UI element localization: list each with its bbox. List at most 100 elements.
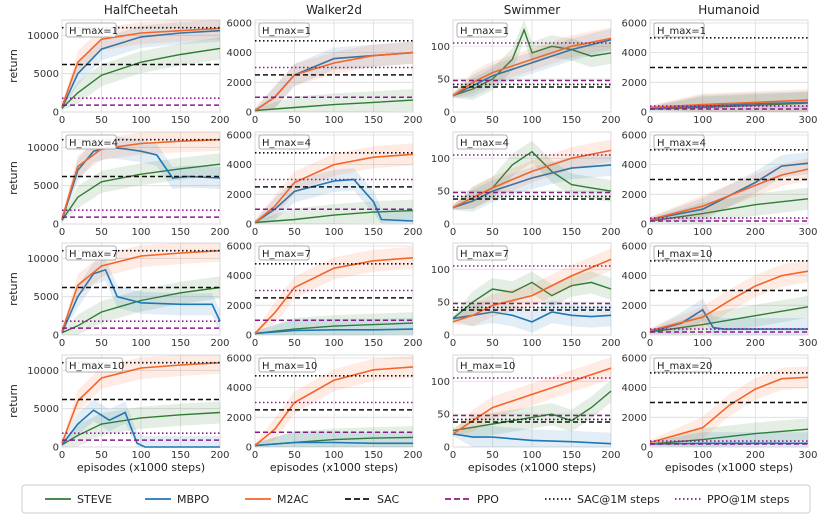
legend-label-mbpo: MBPO	[177, 493, 210, 506]
x-tick-label: 100	[324, 227, 343, 238]
band-mbpo	[62, 258, 220, 335]
y-tick-label: 0	[246, 443, 252, 454]
series-steve	[649, 198, 809, 222]
y-tick-label: 2000	[622, 78, 647, 89]
x-tick-label: 50	[288, 115, 301, 126]
series-m2ac	[61, 249, 221, 332]
y-tick-label: 6000	[622, 241, 647, 252]
hmax-label: H_max=7	[460, 249, 509, 260]
series-mbpo	[254, 441, 413, 447]
hmax-label: H_max=1	[460, 26, 509, 37]
band-m2ac	[650, 89, 808, 112]
x-tick-label: 0	[647, 450, 653, 461]
y-tick-label: 10000	[27, 143, 59, 154]
series-mbpo	[452, 164, 612, 209]
x-tick-label: 50	[95, 115, 108, 126]
y-tick-label: 4000	[622, 271, 647, 282]
band-m2ac	[453, 248, 611, 327]
x-tick-label: 100	[324, 115, 343, 126]
x-tick-label: 200	[746, 338, 765, 349]
x-tick-label: 50	[288, 450, 301, 461]
x-tick-label: 50	[288, 338, 301, 349]
panel-2-0: 0 50 100 150 200 0 5000 10000 return H_max=7	[7, 242, 230, 349]
x-tick-label: 150	[171, 338, 190, 349]
y-tick-label: 50	[437, 410, 450, 421]
band-steve	[62, 276, 220, 335]
y-tick-label: 10000	[27, 31, 59, 42]
y-tick-label: 0	[641, 443, 647, 454]
band-steve	[650, 418, 808, 447]
y-axis-label: return	[7, 384, 20, 418]
x-tick-label: 50	[486, 115, 499, 126]
y-tick-label: 2000	[227, 413, 252, 424]
hmax-box	[653, 134, 705, 150]
hmax-label: H_max=20	[657, 361, 712, 372]
y-tick-label: 0	[53, 220, 59, 231]
y-tick-label: 0	[246, 108, 252, 119]
hmax-box	[258, 245, 310, 261]
x-axis-label: episodes (x1000 steps)	[665, 461, 793, 474]
x-tick-label: 200	[746, 450, 765, 461]
x-tick-label: 100	[693, 115, 712, 126]
x-tick-label: 0	[450, 338, 456, 349]
hmax-label: H_max=4	[69, 138, 118, 149]
x-tick-label: 100	[131, 115, 150, 126]
y-tick-label: 4000	[227, 160, 252, 171]
hmax-box	[258, 134, 310, 150]
band-m2ac	[255, 41, 413, 112]
x-tick-label: 200	[746, 227, 765, 238]
panel-title: Walker2d	[306, 3, 362, 17]
y-tick-label: 6000	[227, 18, 252, 29]
band-steve	[255, 89, 413, 112]
x-tick-label: 200	[210, 450, 229, 461]
y-tick-label: 100	[431, 42, 450, 53]
band-m2ac	[453, 27, 611, 98]
hmax-label: H_max=4	[657, 138, 706, 149]
x-tick-label: 150	[562, 450, 581, 461]
x-tick-label: 200	[210, 227, 229, 238]
x-tick-label: 50	[95, 227, 108, 238]
y-axis-label: return	[7, 161, 20, 195]
hmax-label: H_max=4	[460, 138, 509, 149]
legend-label-m2ac: M2AC	[277, 493, 309, 506]
y-tick-label: 0	[246, 331, 252, 342]
series-m2ac	[254, 51, 414, 112]
y-axis-label: return	[7, 49, 20, 83]
legend: STEVE MBPO M2AC SAC PPO SAC@1M steps PPO@1M st…	[21, 484, 811, 514]
band-steve	[650, 295, 808, 335]
band-mbpo	[255, 41, 413, 112]
x-tick-label: 0	[59, 115, 65, 126]
series-steve	[254, 322, 414, 335]
y-tick-label: 0	[53, 331, 59, 342]
series-m2ac	[452, 367, 612, 435]
y-tick-label: 50	[437, 187, 450, 198]
x-tick-label: 150	[364, 338, 383, 349]
series-mbpo	[649, 442, 808, 445]
x-tick-label: 0	[252, 338, 258, 349]
band-steve	[62, 153, 220, 223]
legend-label-ppo: PPO	[477, 493, 499, 506]
x-tick-label: 200	[601, 115, 620, 126]
x-tick-label: 150	[562, 227, 581, 238]
band-steve	[62, 401, 220, 447]
series-steve	[61, 163, 221, 221]
y-tick-label: 6000	[227, 241, 252, 252]
hmax-label: H_max=1	[262, 26, 311, 37]
series-mbpo	[61, 29, 221, 109]
x-tick-label: 0	[450, 115, 456, 126]
series-mbpo	[61, 409, 220, 448]
series-steve	[649, 306, 809, 333]
legend-label-sac: SAC	[377, 493, 400, 506]
x-tick-label: 200	[403, 338, 422, 349]
panel-1-0: 0 50 100 150 200 0 5000 10000 return H_max=4	[7, 131, 230, 238]
series-m2ac	[649, 99, 809, 109]
band-mbpo	[62, 136, 220, 223]
hmax-box	[456, 245, 508, 261]
x-tick-label: 50	[95, 450, 108, 461]
y-tick-label: 2000	[622, 190, 647, 201]
y-tick-label: 4000	[227, 48, 252, 59]
x-tick-label: 300	[798, 338, 817, 349]
x-tick-label: 100	[693, 450, 712, 461]
y-tick-label: 0	[444, 443, 450, 454]
